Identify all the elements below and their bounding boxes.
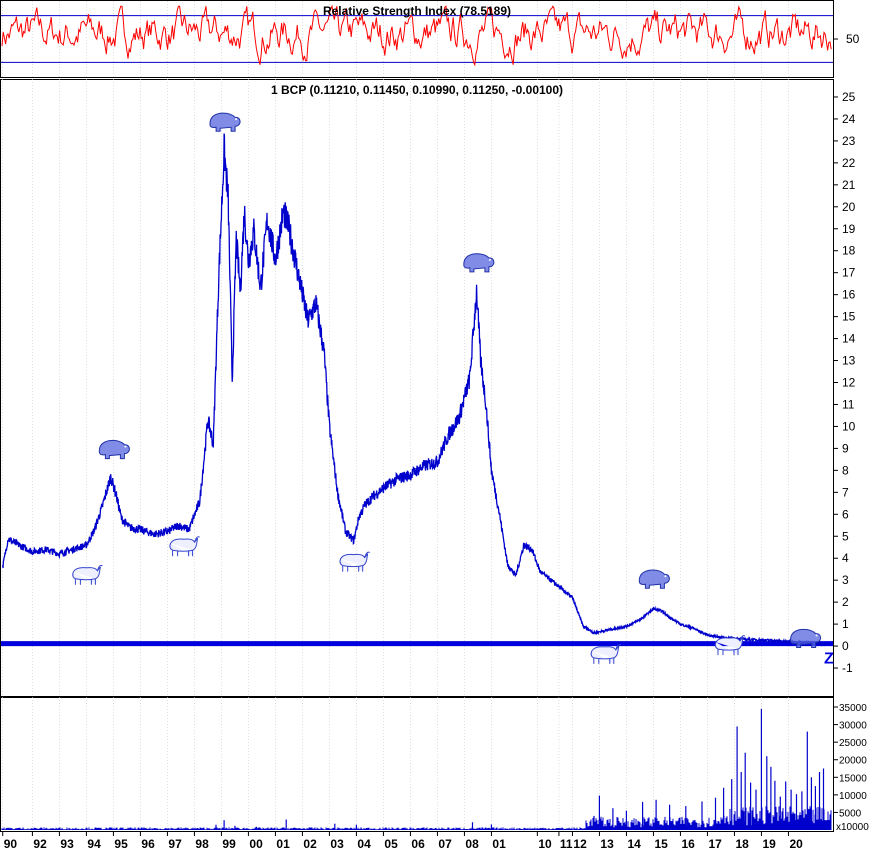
- price-ytick-label: 20: [842, 200, 856, 214]
- price-ytick-label: 8: [842, 463, 849, 477]
- price-ytick-label: 16: [842, 288, 856, 302]
- x-tick-label: 02: [303, 837, 317, 850]
- x-tick-label: 14: [627, 837, 641, 850]
- price-ytick-label: 11: [842, 397, 855, 411]
- x-tick-label: 96: [141, 837, 155, 850]
- bear-icon: [98, 439, 130, 460]
- volume-panel-frame: [0, 697, 834, 832]
- x-tick-label: 01: [276, 837, 290, 850]
- price-ytick-label: 19: [842, 222, 856, 236]
- x-axis: 90 92 93 94 95 96 97 98 99 00 01 02 03 04 05 06 07 08 01 10…: [0, 831, 833, 850]
- price-ytick-label: 23: [842, 134, 856, 148]
- rsi-panel: 50: [1, 4, 860, 67]
- price-ytick-label: 6: [842, 507, 849, 521]
- x-tick-label: 99: [222, 837, 236, 850]
- volume-panel: 35000 30000 25000 20000 15000 10000 5000: [1, 703, 867, 830]
- volume-ytick-label: 30000: [839, 721, 867, 732]
- price-ytick-label: 22: [842, 156, 856, 170]
- rsi-ytick-label: 50: [846, 32, 860, 46]
- last-price-marker: Z: [824, 651, 834, 668]
- price-ytick-label: 1: [842, 617, 849, 631]
- price-ytick-label: 25: [842, 90, 856, 104]
- bull-icon: [339, 551, 370, 572]
- x-tick-label: 04: [357, 837, 371, 850]
- x-tick-label: 98: [195, 837, 209, 850]
- price-ytick-label: 3: [842, 573, 849, 587]
- bull-icon: [72, 564, 103, 585]
- price-ytick-label: 5: [842, 529, 849, 543]
- x-tick-label: 07: [438, 837, 452, 850]
- x-tick-label: 17: [708, 837, 722, 850]
- x-tick-label: 01: [492, 837, 506, 850]
- x-tick-label: 00: [249, 837, 263, 850]
- price-ytick-label: 4: [842, 551, 849, 565]
- x-tick-label: 15: [654, 837, 668, 850]
- bull-icon: [714, 635, 746, 656]
- vertical-gridlines: [2, 1, 789, 831]
- bear-icon: [209, 112, 241, 132]
- x-tick-label: 11: [560, 837, 573, 850]
- price-series-line: [2, 133, 827, 647]
- price-ytick-label: 15: [842, 310, 856, 324]
- x-tick-label: 06: [411, 837, 425, 850]
- price-ytick-label: 21: [842, 178, 856, 192]
- price-ytick-label: 12: [842, 376, 856, 390]
- price-ytick-label: 13: [842, 354, 856, 368]
- x-tick-label: 08: [465, 837, 479, 850]
- volume-ytick-label: 25000: [839, 738, 867, 749]
- price-ytick-label: 24: [842, 112, 856, 126]
- x-tick-label: 92: [33, 837, 47, 850]
- x-tick-label: 93: [60, 837, 74, 850]
- bull-icon: [590, 643, 622, 664]
- price-ytick-label: 0: [842, 639, 849, 653]
- bear-icon: [463, 253, 495, 273]
- x-tick-label: 95: [114, 837, 128, 850]
- x-tick-label: 20: [789, 837, 803, 850]
- price-ytick-label: -1: [842, 661, 853, 675]
- x-tick-label: 18: [735, 837, 749, 850]
- price-panel-frame: [0, 79, 834, 697]
- volume-ytick-label: 5000: [839, 808, 862, 819]
- x-tick-label: 12: [573, 837, 587, 850]
- price-ytick-label: 18: [842, 244, 856, 258]
- x-tick-label: 10: [538, 837, 552, 850]
- x-tick-label: 16: [681, 837, 695, 850]
- price-ytick-label: 9: [842, 441, 849, 455]
- rsi-line: [1, 4, 832, 67]
- volume-units-label: x10000: [836, 822, 869, 833]
- price-ytick-label: 14: [842, 332, 856, 346]
- bear-icon: [638, 569, 670, 589]
- bear-icon: [790, 628, 822, 648]
- x-tick-label: 13: [600, 837, 614, 850]
- x-tick-label: 03: [330, 837, 344, 850]
- rsi-title: Relative Strength Index (78.5189): [323, 4, 511, 18]
- x-tick-label: 94: [87, 837, 101, 850]
- price-title: 1 BCP (0.11210, 0.11450, 0.10990, 0.1125…: [271, 83, 563, 97]
- price-ytick-label: 7: [842, 485, 849, 499]
- price-ytick-label: 2: [842, 595, 849, 609]
- price-ytick-label: 17: [842, 266, 856, 280]
- x-tick-label: 19: [762, 837, 776, 850]
- x-tick-label: 05: [384, 837, 398, 850]
- x-tick-label: 97: [168, 837, 182, 850]
- price-ytick-label: 10: [842, 419, 856, 433]
- rsi-panel-frame: [0, 0, 834, 78]
- bull-icon: [169, 536, 200, 557]
- volume-ytick-label: 20000: [839, 756, 867, 767]
- volume-ytick-label: 35000: [839, 703, 867, 714]
- volume-ytick-label: 15000: [839, 773, 867, 784]
- price-panel: 2524232221201918171615141312111098765432…: [1, 90, 856, 675]
- x-tick-label: 90: [4, 837, 18, 850]
- volume-ytick-label: 10000: [839, 791, 867, 802]
